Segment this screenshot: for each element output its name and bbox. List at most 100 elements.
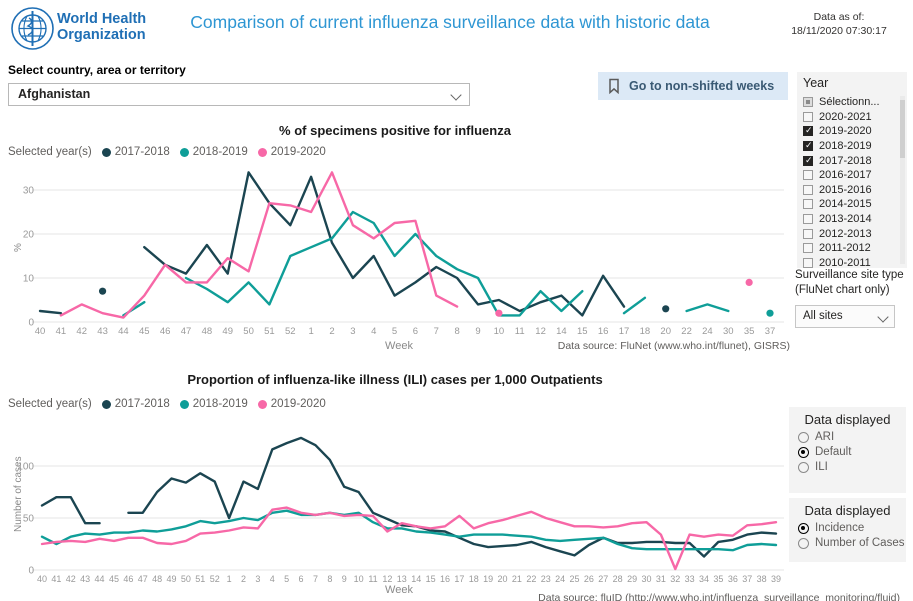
year-option-2011-2012[interactable]: 2011-2012: [803, 241, 901, 256]
year-list-scrollbar[interactable]: [900, 96, 905, 264]
page-title: Comparison of current influenza surveill…: [190, 12, 710, 32]
legend-dot: [179, 147, 189, 157]
year-option-2016-2017[interactable]: 2016-2017: [803, 168, 901, 183]
chart-line-2019-2020[interactable]: [59, 171, 459, 319]
radio-unselected-icon[interactable]: [798, 461, 809, 473]
legend-item-label: 2017-2018: [114, 146, 170, 158]
checkbox-unchecked[interactable]: [803, 170, 813, 181]
legend-item-2018-2019[interactable]: 2018-2019: [179, 146, 248, 158]
radio-option-default[interactable]: Default: [798, 446, 906, 458]
x-tick-label: 50: [181, 574, 191, 584]
country-selector-label: Select country, area or territory: [8, 63, 186, 77]
x-tick-label: 42: [76, 326, 87, 337]
radio-option-ili[interactable]: ILI: [798, 461, 906, 473]
radio-selected-icon[interactable]: [798, 522, 809, 534]
chart-line-2017-2018[interactable]: [40, 496, 101, 525]
x-tick-label: 22: [681, 326, 692, 337]
checkbox-unchecked[interactable]: [803, 257, 813, 268]
checkbox-unchecked[interactable]: [803, 243, 813, 254]
year-option-label: 2019-2020: [819, 125, 872, 138]
radio-unselected-icon[interactable]: [798, 431, 809, 443]
checkbox-checked[interactable]: [803, 155, 813, 166]
year-option-2020-2021[interactable]: 2020-2021: [803, 110, 901, 125]
chart-line-2018-2019[interactable]: [40, 509, 778, 552]
chart-line-2018-2019[interactable]: [685, 303, 730, 313]
x-tick-label: 37: [742, 574, 752, 584]
year-filter-title: Year: [803, 76, 829, 90]
year-option-2018-2019[interactable]: 2018-2019: [803, 139, 901, 154]
checkbox-partial[interactable]: [803, 97, 813, 108]
year-option-2010-2011[interactable]: 2010-2011: [803, 256, 901, 268]
y-tick-label: 20: [23, 230, 35, 241]
year-option-2015-2016[interactable]: 2015-2016: [803, 183, 901, 198]
chart-point-2019-2020[interactable]: [745, 278, 753, 286]
year-option-2013-2014[interactable]: 2013-2014: [803, 212, 901, 227]
chart-line-2017-2018[interactable]: [143, 171, 626, 317]
radio-option-label: Incidence: [815, 522, 865, 534]
radio-option-number-of-cases[interactable]: Number of Cases: [798, 537, 906, 549]
x-tick-label: 43: [80, 574, 90, 584]
chart-point-2018-2019[interactable]: [766, 309, 774, 317]
checkbox-unchecked[interactable]: [803, 184, 813, 195]
go-to-non-shifted-weeks-button[interactable]: Go to non-shifted weeks: [598, 72, 789, 100]
radio-unselected-icon[interactable]: [798, 537, 809, 549]
legend-item-2017-2018[interactable]: 2017-2018: [101, 398, 170, 410]
checkbox-unchecked[interactable]: [803, 111, 813, 122]
year-option-label: 2018-2019: [819, 140, 872, 153]
x-tick-label: 8: [327, 574, 332, 584]
data-displayed-panel-2: Data displayed Incidence Number of Cases: [789, 498, 906, 562]
year-option-2019-2020[interactable]: 2019-2020: [803, 124, 901, 139]
year-option-2012-2013[interactable]: 2012-2013: [803, 226, 901, 241]
legend-item-2019-2020[interactable]: 2019-2020: [257, 146, 326, 158]
x-tick-label: 1: [227, 574, 232, 584]
data-as-of: Data as of: 18/11/2020 07:30:17: [768, 10, 910, 38]
chart-point-2017-2018[interactable]: [98, 287, 107, 295]
chart-line-2019-2020[interactable]: [40, 506, 778, 571]
radio-option-label: Number of Cases: [815, 537, 905, 549]
year-option-2017-2018[interactable]: 2017-2018: [803, 153, 901, 168]
chart-line-2018-2019[interactable]: [622, 296, 647, 315]
year-option-label: 2013-2014: [819, 213, 872, 226]
year-option-2014-2015[interactable]: 2014-2015: [803, 197, 901, 212]
checkbox-unchecked[interactable]: [803, 199, 813, 210]
scrollbar-thumb[interactable]: [900, 100, 905, 158]
x-tick-label: 19: [483, 574, 493, 584]
radio-selected-icon[interactable]: [798, 446, 809, 458]
x-tick-label: 33: [685, 574, 695, 584]
site-type-label-line2: (FluNet chart only): [795, 284, 890, 296]
radio-option-ari[interactable]: ARI: [798, 431, 906, 443]
fluid-x-axis-title: Week: [385, 584, 413, 596]
chart-line-2018-2019[interactable]: [184, 210, 584, 317]
chart-point-2017-2018[interactable]: [662, 305, 670, 313]
who-logo-text: World Health Organization: [57, 11, 147, 43]
year-option-label: 2015-2016: [819, 183, 872, 196]
chart-point-2019-2020[interactable]: [495, 309, 503, 317]
year-option-Slectionn[interactable]: Sélectionn...: [803, 95, 901, 110]
year-option-label: 2017-2018: [819, 154, 872, 167]
legend-dot: [257, 147, 267, 157]
legend-item-2019-2020[interactable]: 2019-2020: [257, 398, 326, 410]
year-option-list: Sélectionn...2020-2021 2019-2020 2018-2019…: [803, 95, 901, 268]
legend-item-2017-2018[interactable]: 2017-2018: [101, 146, 170, 158]
x-tick-label: 2: [241, 574, 246, 584]
legend-item-label: 2019-2020: [270, 146, 326, 158]
chevron-down-icon: [450, 89, 462, 101]
fluid-chart-title: Proportion of influenza-like illness (IL…: [187, 372, 603, 387]
chart-line-2017-2018[interactable]: [38, 309, 63, 315]
chevron-down-icon: [877, 311, 889, 323]
x-tick-label: 29: [627, 574, 637, 584]
data-as-of-label: Data as of:: [813, 11, 865, 23]
checkbox-unchecked[interactable]: [803, 214, 813, 225]
radio-option-incidence[interactable]: Incidence: [798, 522, 906, 534]
checkbox-checked[interactable]: [803, 125, 813, 137]
checkbox-checked[interactable]: [803, 140, 813, 152]
country-dropdown[interactable]: Afghanistan: [8, 83, 470, 106]
site-type-dropdown[interactable]: All sites: [795, 305, 895, 328]
chart-line-2017-2018[interactable]: [127, 436, 778, 558]
checkbox-unchecked[interactable]: [803, 228, 813, 239]
x-tick-label: 49: [167, 574, 177, 584]
legend-item-2018-2019[interactable]: 2018-2019: [179, 398, 248, 410]
